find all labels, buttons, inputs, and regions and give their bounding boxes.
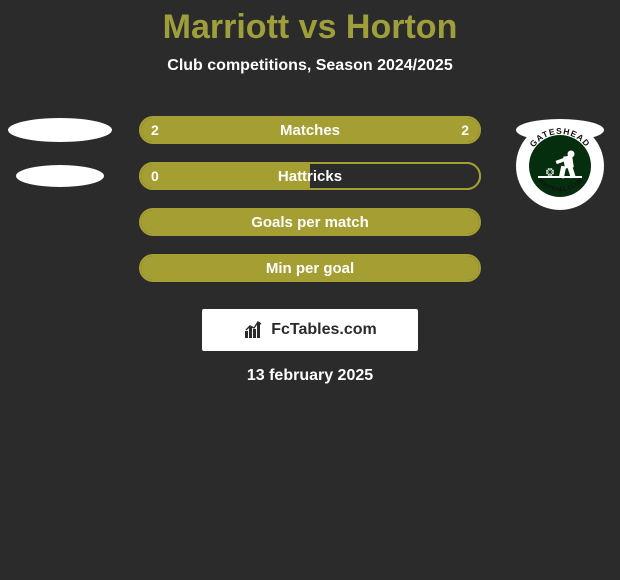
stat-label: Hattricks xyxy=(141,164,479,188)
badge-svg: GATESHEAD FOOTBALL CLUB xyxy=(514,120,606,212)
right-side: GATESHEAD FOOTBALL CLUB xyxy=(500,130,620,222)
stat-label: Matches xyxy=(141,118,479,142)
stat-row: Min per goal xyxy=(0,245,620,291)
bars-icon xyxy=(243,319,265,341)
club-badge-gateshead: GATESHEAD FOOTBALL CLUB xyxy=(514,120,606,212)
stat-bar-mpg: Min per goal xyxy=(139,254,481,282)
left-side xyxy=(0,118,120,142)
left-logo-placeholder-1 xyxy=(8,118,112,142)
bar-container: 0 Hattricks xyxy=(120,162,500,190)
date-text: 13 february 2025 xyxy=(0,367,620,385)
stat-bar-gpm: Goals per match xyxy=(139,208,481,236)
stat-label: Goals per match xyxy=(141,210,479,234)
watermark: FcTables.com xyxy=(202,309,418,351)
left-side xyxy=(0,165,120,187)
stat-right-value: 2 xyxy=(461,118,469,142)
bar-container: Goals per match xyxy=(120,208,500,236)
stat-label: Min per goal xyxy=(141,256,479,280)
stat-bar-hattricks: 0 Hattricks xyxy=(139,162,481,190)
stats-section: 2 Matches 2 0 Goals xyxy=(0,107,620,291)
bar-container: 2 Matches 2 xyxy=(120,116,500,144)
bar-container: Min per goal xyxy=(120,254,500,282)
stat-bar-matches: 2 Matches 2 xyxy=(139,116,481,144)
watermark-text: FcTables.com xyxy=(271,321,377,339)
left-logo-placeholder-2 xyxy=(16,165,104,187)
page-title: Marriott vs Horton xyxy=(0,0,620,47)
page-subtitle: Club competitions, Season 2024/2025 xyxy=(0,57,620,75)
